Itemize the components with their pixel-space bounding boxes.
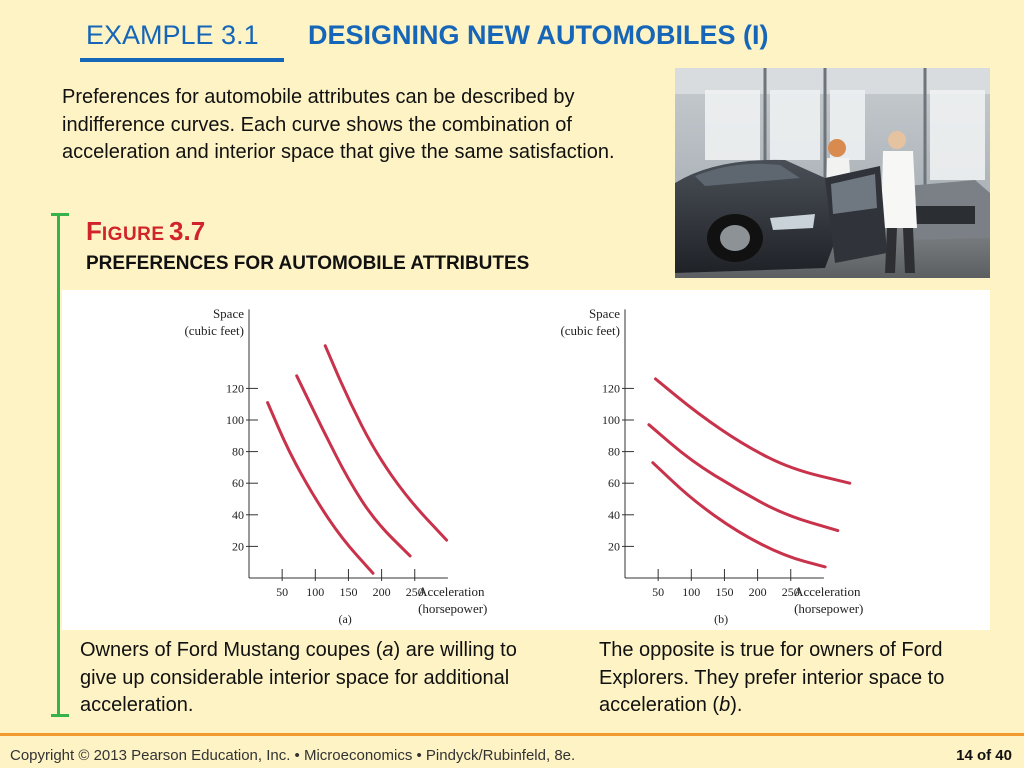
caption-left-italic: a [382, 639, 394, 661]
x-tick-label: 250 [782, 585, 800, 599]
y-tick-label: 20 [232, 539, 244, 553]
footer-copyright: Copyright © 2013 Pearson Education, Inc.… [10, 747, 576, 764]
y-axis-title: Space [589, 306, 620, 321]
x-tick-label: 100 [306, 585, 324, 599]
bracket-bottom [51, 714, 69, 717]
figure-label-number: 3.7 [169, 216, 206, 246]
intro-paragraph: Preferences for automobile attributes ca… [62, 86, 615, 163]
x-tick-label: 50 [652, 585, 664, 599]
footer-rule [0, 733, 1024, 736]
x-tick-label: 200 [749, 585, 767, 599]
y-axis-unit: (cubic feet) [560, 323, 620, 338]
indifference-curve [295, 374, 412, 558]
panel-label: (a) [338, 612, 351, 626]
caption-right: The opposite is true for owners of Ford … [599, 637, 979, 720]
figure-number: FIGURE 3.7 [86, 216, 205, 247]
y-axis-unit: (cubic feet) [184, 323, 244, 338]
indifference-curve [266, 401, 375, 575]
y-tick-label: 40 [608, 508, 620, 522]
caption-left-text-1: Owners of Ford Mustang coupes ( [80, 639, 383, 661]
y-tick-label: 100 [226, 413, 244, 427]
y-tick-label: 100 [602, 413, 620, 427]
example-label: EXAMPLE 3.1 [86, 20, 259, 50]
x-tick-label: 150 [339, 585, 357, 599]
y-tick-label: 20 [608, 539, 620, 553]
x-tick-label: 150 [715, 585, 733, 599]
indifference-curves-figure: 20 40 60 80 100 120 50 100 150 200 250 Space (cubic … [184, 306, 863, 626]
y-tick-label: 60 [608, 476, 620, 490]
y-axis-title: Space [213, 306, 244, 321]
page-number: 14 of 40 [956, 747, 1012, 764]
x-axis-title: Acceleration [418, 584, 485, 599]
caption-left-text-2: ) are willing to give up considerable in… [80, 639, 517, 716]
caption-left: Owners of Ford Mustang coupes (a) are wi… [80, 637, 550, 720]
caption-right-text-1: The opposite is true for owners of Ford … [599, 639, 945, 716]
x-axis-title: Acceleration [794, 584, 861, 599]
chart-panel: 20 40 60 80 100 120 50 100 150 200 250 Space (cubic … [62, 290, 990, 630]
figure-label-initial: F [86, 216, 102, 246]
bracket-bar [57, 213, 60, 717]
indifference-curve [323, 344, 449, 542]
indifference-curve [654, 377, 852, 485]
x-tick-label: 200 [373, 585, 391, 599]
y-tick-label: 80 [608, 445, 620, 459]
y-tick-label: 120 [602, 381, 620, 395]
y-tick-label: 120 [226, 381, 244, 395]
indifference-curve [647, 423, 840, 533]
panel-label: (b) [714, 612, 728, 626]
x-tick-label: 250 [406, 585, 424, 599]
figure-label-rest: IGURE [101, 224, 165, 245]
caption-right-text-2: ). [730, 694, 743, 716]
showroom-photo [675, 68, 990, 278]
x-tick-label: 50 [276, 585, 288, 599]
y-tick-label: 80 [232, 445, 244, 459]
bracket-top [51, 213, 69, 216]
figure-subtitle: PREFERENCES FOR AUTOMOBILE ATTRIBUTES [86, 253, 530, 274]
slide-title: DESIGNING NEW AUTOMOBILES (I) [308, 20, 769, 50]
caption-right-italic: b [719, 694, 731, 716]
y-tick-label: 40 [232, 508, 244, 522]
title-underline [80, 58, 284, 62]
x-tick-label: 100 [682, 585, 700, 599]
indifference-curve [651, 461, 827, 569]
x-axis-unit: (horsepower) [418, 601, 487, 616]
y-tick-label: 60 [232, 476, 244, 490]
x-axis-unit: (horsepower) [794, 601, 863, 616]
